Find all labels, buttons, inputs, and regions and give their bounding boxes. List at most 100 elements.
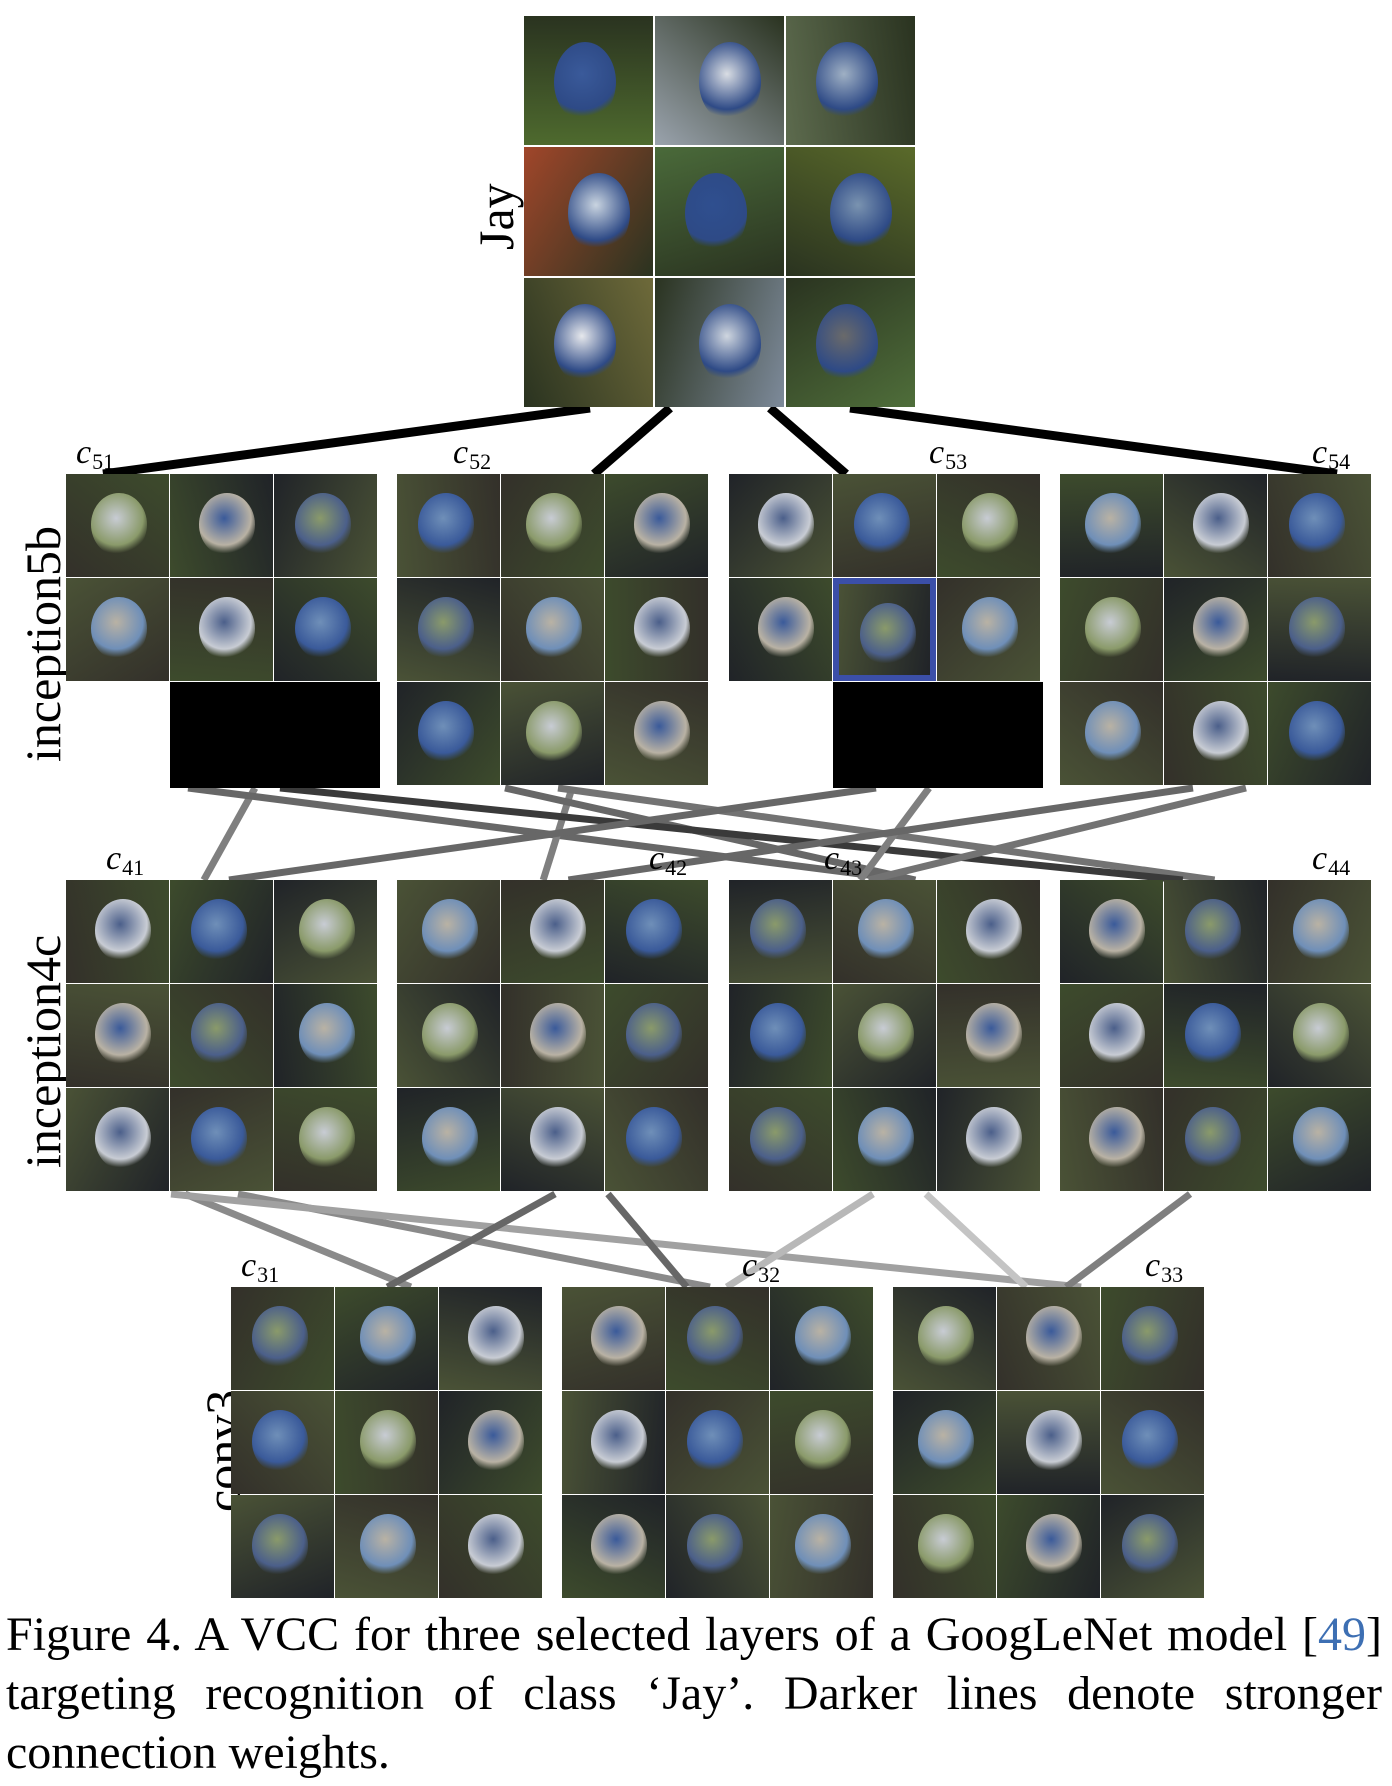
figure-caption: Figure 4. A VCC for three selected layer… xyxy=(6,1605,1382,1782)
concept-tile xyxy=(170,578,273,681)
concept-tile xyxy=(397,578,500,681)
class-image-tile xyxy=(786,16,915,145)
connection-line xyxy=(1064,1191,1193,1290)
concept-tile xyxy=(231,1391,334,1494)
concept-tile xyxy=(1060,1088,1163,1191)
caption-prefix: Figure 4. A VCC for three selected layer… xyxy=(6,1608,1319,1661)
concept-tile xyxy=(833,984,936,1087)
class-label: Jay xyxy=(468,183,524,250)
concept-tile xyxy=(937,984,1040,1087)
concept-label-c51: c51 xyxy=(76,434,115,475)
concept-tile xyxy=(501,880,604,983)
concept-tile xyxy=(833,578,936,681)
class-image-tile xyxy=(524,147,653,276)
concept-tile xyxy=(501,984,604,1087)
class-image-tile xyxy=(655,278,784,407)
concept-grid-c52 xyxy=(397,474,711,788)
concept-grid-c31 xyxy=(231,1287,545,1601)
concept-tile xyxy=(1101,1287,1204,1390)
concept-tile xyxy=(439,1287,542,1390)
connection-line xyxy=(767,404,849,478)
concept-tile xyxy=(893,1287,996,1390)
concept-grid-c44 xyxy=(1060,880,1374,1194)
connection-line xyxy=(923,1191,1029,1290)
concept-tile xyxy=(770,1391,873,1494)
concept-tile xyxy=(501,578,604,681)
concept-tile xyxy=(770,1495,873,1598)
concept-tile xyxy=(729,880,832,983)
concept-tile xyxy=(1164,474,1267,577)
layer-label-inception4c: inception4c xyxy=(15,934,71,1168)
concept-tile xyxy=(666,1391,769,1494)
concept-tile xyxy=(66,880,169,983)
concept-tile xyxy=(997,1391,1100,1494)
connection-line xyxy=(867,784,1247,884)
class-image-tile xyxy=(524,16,653,145)
connection-line xyxy=(605,1191,690,1290)
concept-label-c41: c41 xyxy=(106,840,145,881)
concept-tile xyxy=(397,474,500,577)
concept-tile xyxy=(833,474,936,577)
concept-tile xyxy=(605,578,708,681)
concept-tile xyxy=(562,1287,665,1390)
concept-grid-c51 xyxy=(66,474,380,788)
caption-citation[interactable]: 49 xyxy=(1318,1608,1367,1661)
concept-tile xyxy=(335,1287,438,1390)
concept-tile xyxy=(1164,682,1267,785)
concept-tile xyxy=(170,1088,273,1191)
concept-label-c52: c52 xyxy=(453,434,492,475)
class-image-grid xyxy=(524,16,916,408)
concept-tile xyxy=(1060,880,1163,983)
connection-line xyxy=(385,1190,557,1291)
concept-tile xyxy=(397,984,500,1087)
concept-tile xyxy=(729,984,832,1087)
concept-tile xyxy=(397,880,500,983)
concept-tile xyxy=(1268,474,1371,577)
concept-tile xyxy=(605,984,708,1087)
connection-line xyxy=(279,784,1184,884)
concept-tile xyxy=(335,1495,438,1598)
concept-tile xyxy=(1060,578,1163,681)
concept-tile xyxy=(1164,880,1267,983)
concept-grid-c33 xyxy=(893,1287,1207,1601)
concept-tile xyxy=(937,474,1040,577)
concept-tile xyxy=(1101,1495,1204,1598)
concept-tile xyxy=(439,1391,542,1494)
concept-grid-c54 xyxy=(1060,474,1374,788)
concept-tile xyxy=(605,682,708,785)
concept-tile xyxy=(501,1088,604,1191)
connection-line xyxy=(567,784,1194,884)
concept-tile xyxy=(1060,474,1163,577)
concept-label-c31: c31 xyxy=(241,1247,280,1288)
concept-tile xyxy=(170,474,273,577)
concept-tile xyxy=(170,880,273,983)
concept-tile xyxy=(1164,1088,1267,1191)
concept-tile xyxy=(729,474,832,577)
concept-label-c32: c32 xyxy=(742,1247,781,1288)
empty-tile-region xyxy=(170,682,380,788)
concept-tile xyxy=(66,984,169,1087)
concept-tile xyxy=(274,1088,377,1191)
caption-suffix: ] targeting recognition of class ‘Jay’. … xyxy=(6,1608,1382,1779)
concept-tile xyxy=(1268,682,1371,785)
class-image-tile xyxy=(786,147,915,276)
class-image-tile xyxy=(524,278,653,407)
concept-tile xyxy=(770,1287,873,1390)
concept-tile xyxy=(937,1088,1040,1191)
empty-tile-region xyxy=(833,682,1043,788)
concept-grid-c32 xyxy=(562,1287,876,1601)
concept-tile xyxy=(1164,578,1267,681)
concept-tile xyxy=(335,1391,438,1494)
concept-grid-c53 xyxy=(729,474,1043,788)
connection-line xyxy=(102,403,591,479)
concept-tile xyxy=(66,1088,169,1191)
concept-tile xyxy=(1060,984,1163,1087)
connection-line xyxy=(183,1190,413,1291)
class-image-tile xyxy=(655,147,784,276)
concept-tile xyxy=(893,1495,996,1598)
connection-line xyxy=(849,403,1338,479)
concept-tile xyxy=(1101,1391,1204,1494)
connection-line xyxy=(170,1190,1082,1291)
concept-tile xyxy=(231,1495,334,1598)
concept-tile xyxy=(501,474,604,577)
